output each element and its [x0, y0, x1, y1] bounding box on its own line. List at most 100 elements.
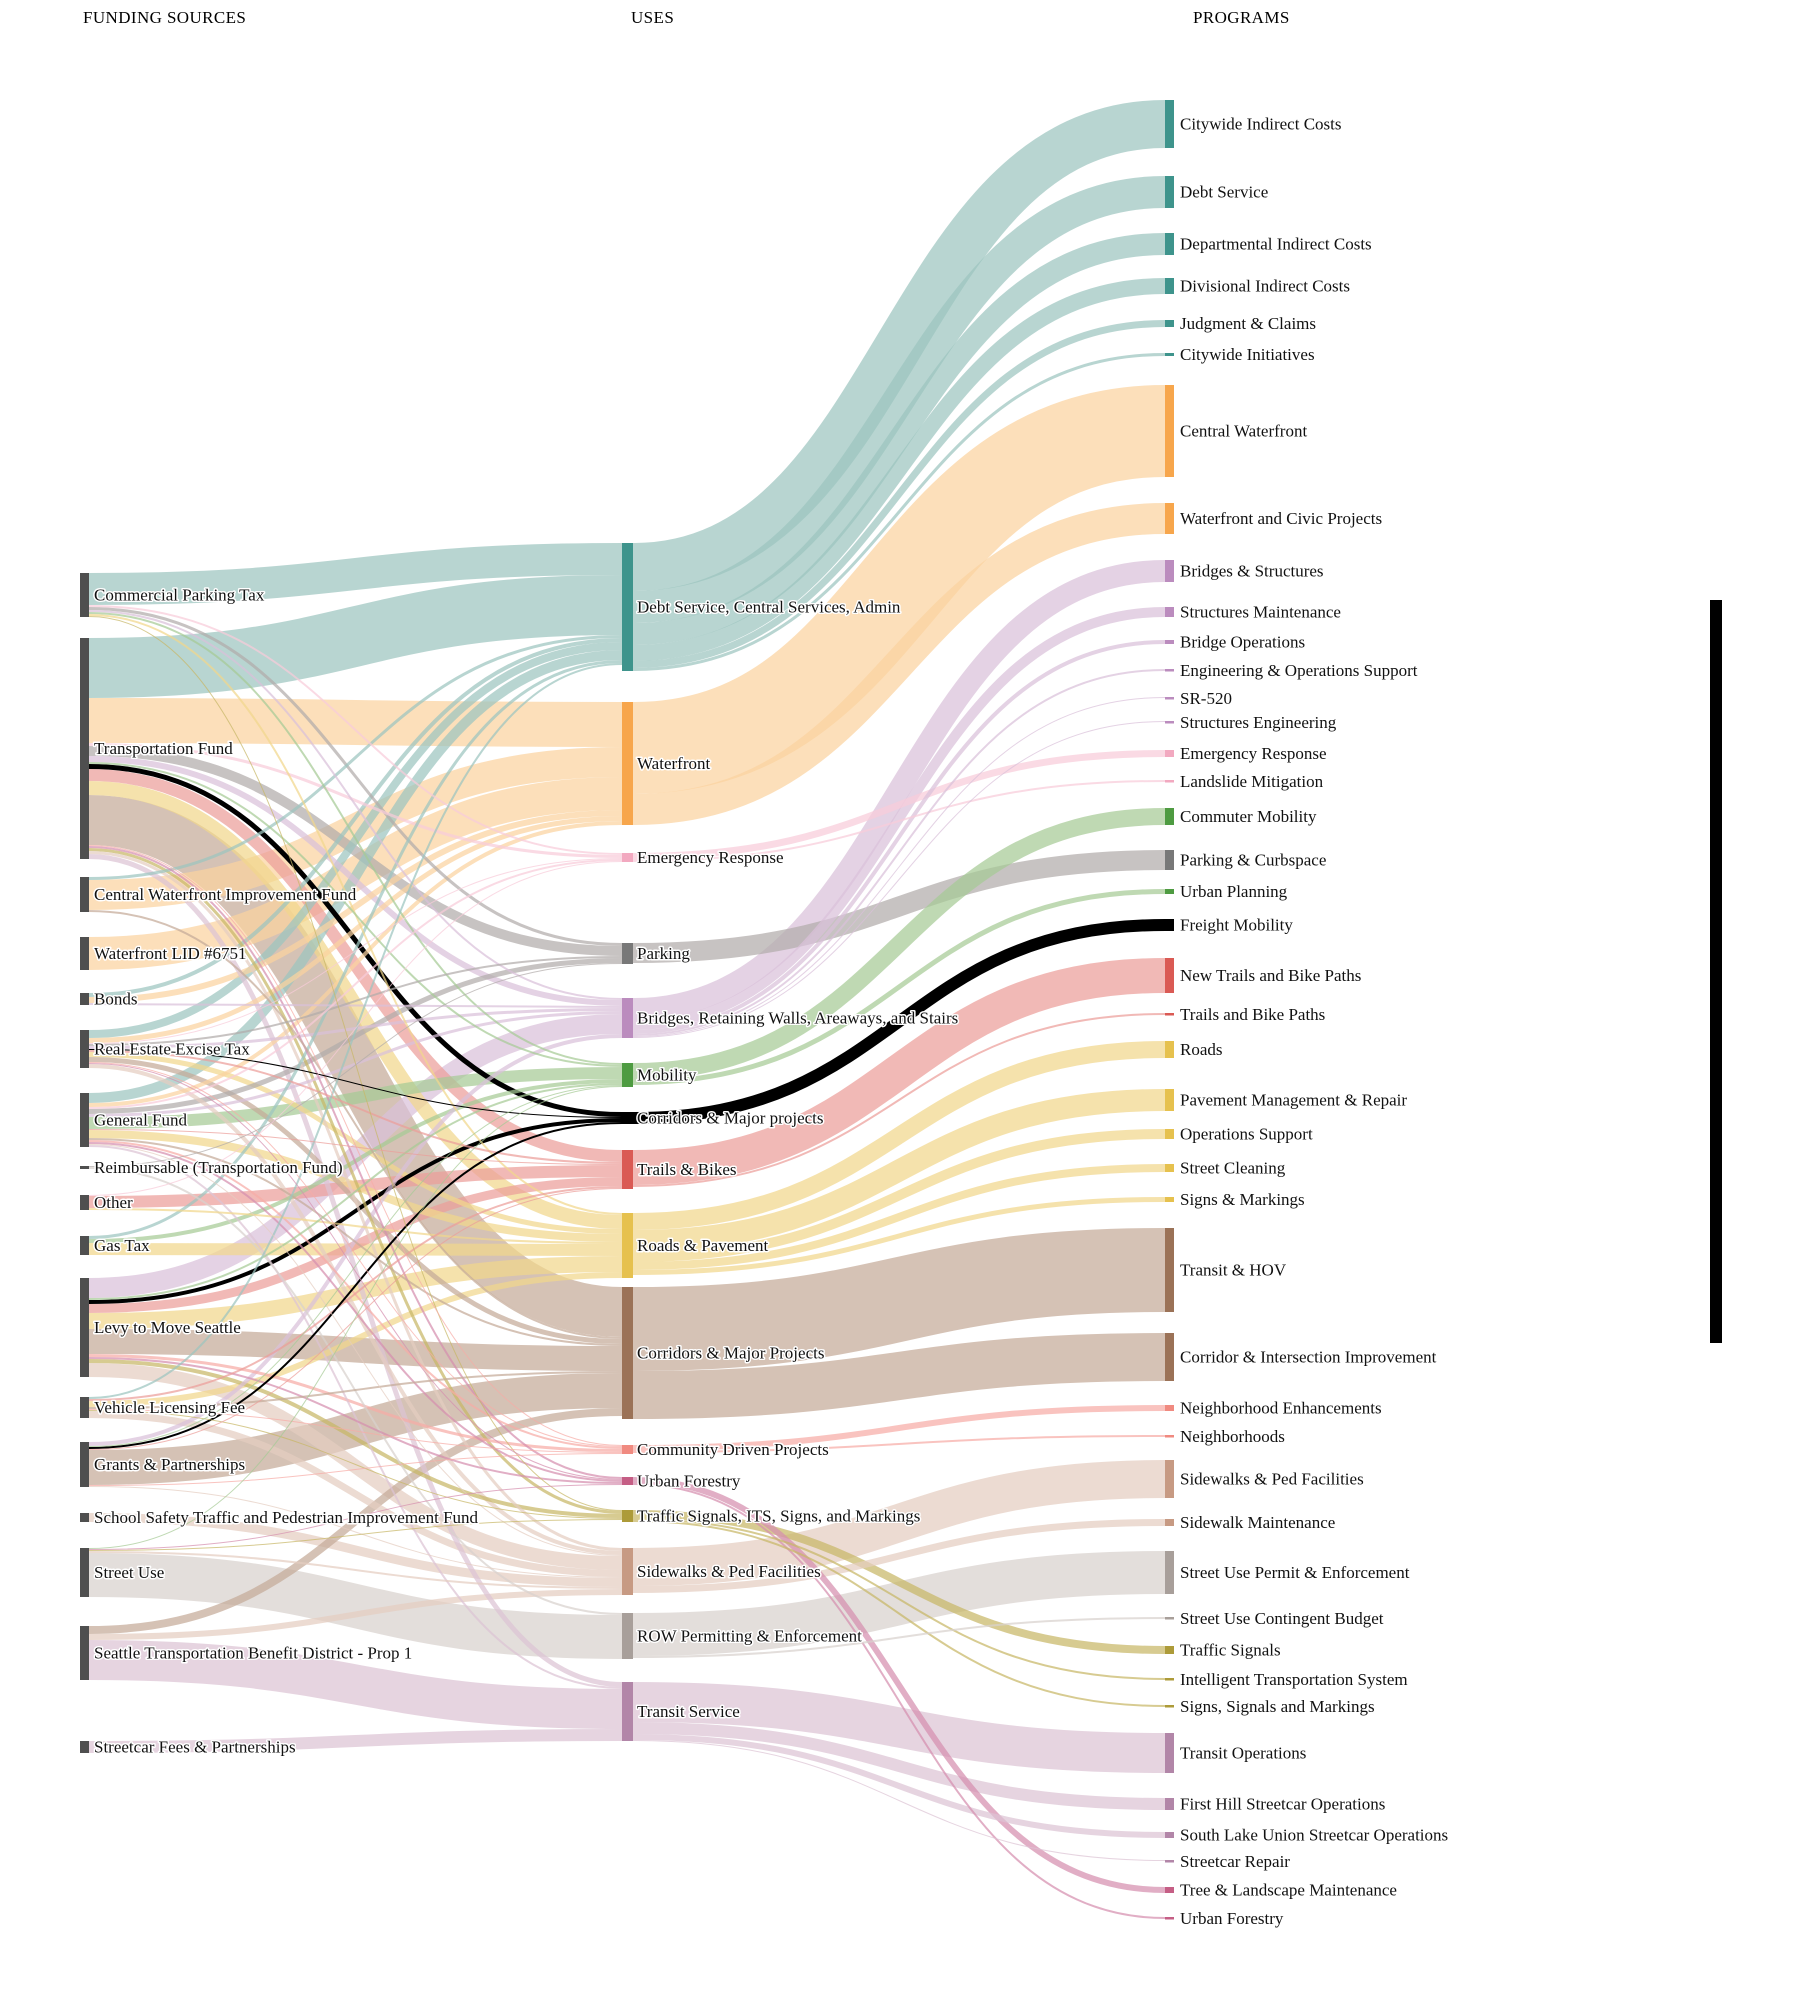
node-su[interactable]: [80, 1548, 89, 1597]
node-signals[interactable]: [622, 1510, 633, 1522]
node-th[interactable]: [1165, 1228, 1174, 1312]
node-cm[interactable]: [1165, 808, 1174, 825]
flow-mob-to-up: [632, 889, 1166, 1085]
node-tbp[interactable]: [1165, 1013, 1174, 1016]
node-cpt[interactable]: [80, 573, 89, 617]
node-label-cw: Central Waterfront: [1180, 422, 1307, 441]
node-reet[interactable]: [80, 1030, 89, 1068]
flow-ts-to-fhso: [632, 1722, 1166, 1810]
node-er[interactable]: [622, 853, 633, 862]
node-wf[interactable]: [622, 702, 633, 825]
flow-row-to-sucb: [632, 1617, 1166, 1658]
node-ufm[interactable]: [622, 1477, 633, 1485]
node-other[interactable]: [80, 1195, 89, 1210]
flow-cwif-to-dscsa: [88, 635, 623, 880]
node-tlm[interactable]: [1165, 1887, 1174, 1893]
node-rd[interactable]: [1165, 1041, 1174, 1058]
node-ts[interactable]: [622, 1682, 633, 1741]
node-label-reet: Real Estate Excise Tax: [94, 1040, 250, 1059]
node-cwif[interactable]: [80, 877, 89, 912]
node-cdp[interactable]: [622, 1445, 633, 1454]
node-roads[interactable]: [622, 1213, 633, 1278]
node-divic[interactable]: [1165, 278, 1174, 294]
node-bridges[interactable]: [622, 998, 633, 1038]
node-fm[interactable]: [1165, 919, 1174, 931]
node-gf[interactable]: [80, 1093, 89, 1147]
node-tsig[interactable]: [1165, 1646, 1174, 1654]
node-cw[interactable]: [1165, 385, 1174, 477]
node-grants[interactable]: [80, 1442, 89, 1487]
node-label-cii: Corridor & Intersection Improvement: [1180, 1348, 1437, 1367]
node-snm[interactable]: [1165, 1197, 1174, 1202]
node-jc[interactable]: [1165, 320, 1174, 327]
node-cii[interactable]: [1165, 1333, 1174, 1381]
node-reimb[interactable]: [80, 1166, 89, 1169]
node-pmr[interactable]: [1165, 1089, 1174, 1111]
node-its[interactable]: [1165, 1678, 1174, 1681]
flow-gf-to-er: [88, 859, 623, 1109]
flow-tf-to-cdp: [88, 845, 623, 1446]
flow-cmps-to-fm: [632, 919, 1166, 1124]
flow-grants-to-cmp: [88, 1373, 623, 1485]
node-eos[interactable]: [1165, 669, 1174, 672]
node-fhso[interactable]: [1165, 1798, 1174, 1810]
node-bo[interactable]: [1165, 640, 1174, 644]
node-cmps[interactable]: [622, 1112, 633, 1124]
node-bs[interactable]: [1165, 560, 1174, 582]
node-depic[interactable]: [1165, 233, 1174, 255]
node-sw[interactable]: [622, 1548, 633, 1595]
node-gas[interactable]: [80, 1236, 89, 1255]
node-sc[interactable]: [1165, 1164, 1174, 1172]
node-label-park: Parking: [637, 944, 690, 963]
node-label-vlf: Vehicle Licensing Fee: [94, 1398, 245, 1417]
node-sr520[interactable]: [1165, 697, 1174, 700]
node-er2[interactable]: [1165, 750, 1174, 757]
node-sluso[interactable]: [1165, 1832, 1174, 1838]
node-mob[interactable]: [622, 1063, 633, 1087]
flow-cpt-to-bridges: [88, 610, 623, 1000]
node-ntbp[interactable]: [1165, 958, 1174, 993]
node-wlid[interactable]: [80, 937, 89, 970]
node-label-jc: Judgment & Claims: [1180, 314, 1316, 333]
node-park[interactable]: [622, 943, 633, 964]
node-to[interactable]: [1165, 1733, 1174, 1773]
node-trails[interactable]: [622, 1150, 633, 1189]
node-sm[interactable]: [1165, 607, 1174, 617]
node-swpf[interactable]: [1165, 1460, 1174, 1498]
node-label-er2: Emergency Response: [1180, 744, 1327, 763]
node-se[interactable]: [1165, 721, 1174, 724]
node-os[interactable]: [1165, 1129, 1174, 1139]
node-scf[interactable]: [80, 1741, 89, 1753]
flow-bridges-to-sm: [632, 607, 1166, 1030]
node-tf[interactable]: [80, 638, 89, 859]
node-cmp[interactable]: [622, 1287, 633, 1419]
node-ds[interactable]: [1165, 176, 1174, 208]
node-swm[interactable]: [1165, 1519, 1174, 1526]
node-wcp[interactable]: [1165, 503, 1174, 534]
node-sucb[interactable]: [1165, 1617, 1174, 1620]
node-levy[interactable]: [80, 1278, 89, 1377]
node-cic[interactable]: [1165, 100, 1174, 148]
node-ne[interactable]: [1165, 1405, 1174, 1411]
node-dscsa[interactable]: [622, 543, 633, 671]
node-bonds[interactable]: [80, 993, 89, 1005]
node-label-wlid: Waterfront LID #6751: [94, 944, 247, 963]
node-ci[interactable]: [1165, 353, 1174, 356]
node-label-bs: Bridges & Structures: [1180, 562, 1324, 581]
node-nb[interactable]: [1165, 1435, 1174, 1438]
flow-levy-to-ufm: [88, 1357, 623, 1484]
node-label-mob: Mobility: [637, 1066, 697, 1085]
node-uf2[interactable]: [1165, 1917, 1174, 1920]
node-ssf[interactable]: [80, 1513, 89, 1522]
node-supe[interactable]: [1165, 1551, 1174, 1594]
node-ssm[interactable]: [1165, 1705, 1174, 1708]
node-label-signals: Traffic Signals, ITS, Signs, and Marking…: [637, 1507, 920, 1526]
column-header-funding-sources: FUNDING SOURCES: [83, 8, 247, 27]
node-sr[interactable]: [1165, 1860, 1174, 1863]
node-vlf[interactable]: [80, 1397, 89, 1418]
node-up[interactable]: [1165, 889, 1174, 894]
node-stbd[interactable]: [80, 1626, 89, 1680]
node-pc[interactable]: [1165, 850, 1174, 870]
node-lm[interactable]: [1165, 780, 1174, 783]
node-row[interactable]: [622, 1613, 633, 1659]
